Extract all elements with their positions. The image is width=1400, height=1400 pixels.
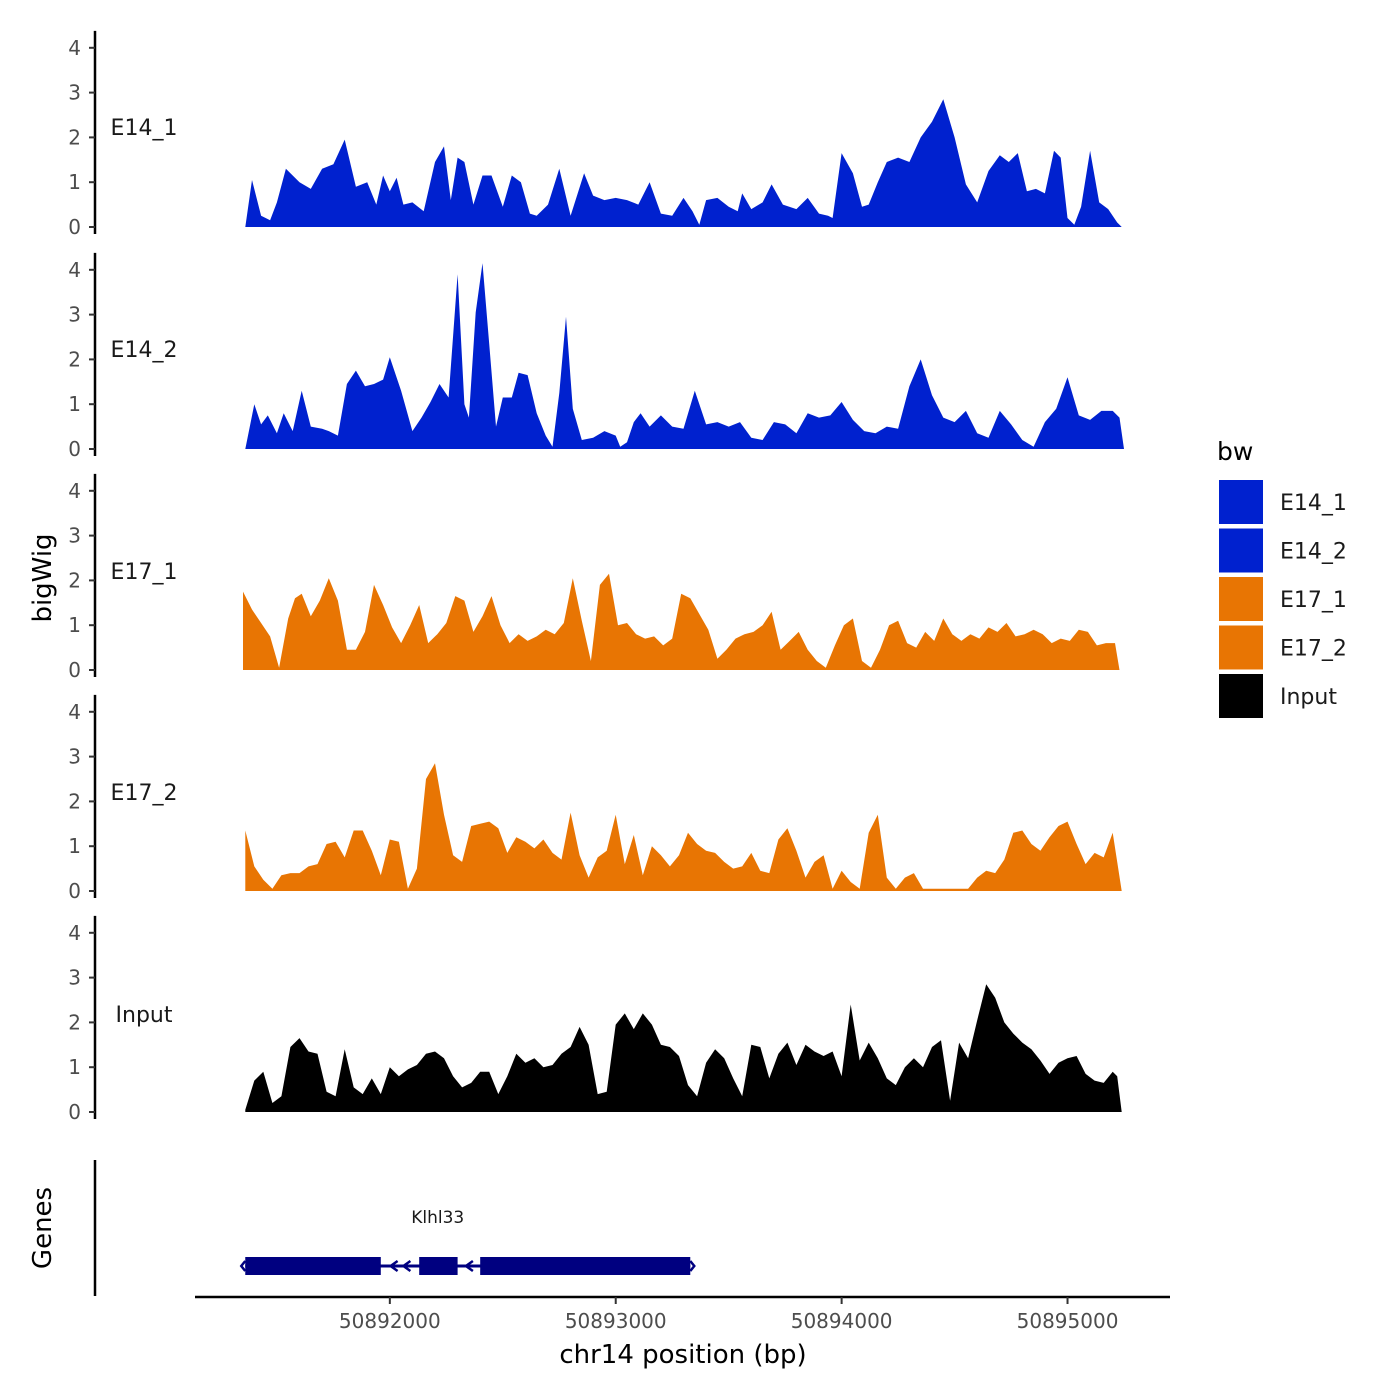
y-tick-label: 3 [68,81,81,105]
track-label: Input [116,1003,173,1028]
y-tick-label: 4 [68,258,81,282]
legend-swatch [1219,625,1263,670]
y-tick-label: 2 [68,789,81,813]
y-tick-label: 0 [68,879,81,903]
y-tick-label: 1 [68,834,81,858]
legend-swatch [1219,674,1263,718]
legend-swatch [1219,480,1263,524]
track-e14_1: 0 1 2 3 4 E14_1 [68,30,1122,239]
legend-label: Input [1280,685,1337,710]
gene-strand-arrow [401,1259,412,1273]
y-tick-label: 3 [68,303,81,327]
y-tick-label: 2 [68,1010,81,1034]
gene-end-cap [239,1260,247,1272]
gene-exon [245,1257,381,1275]
track-label: E17_1 [111,560,178,585]
y-tick-label: 0 [68,215,81,239]
area-e14_2 [245,263,1125,449]
y-tick-label: 2 [68,347,81,371]
gene-strand-arrow [388,1259,399,1273]
y-tick-label: 1 [68,392,81,416]
y-tick-label: 3 [68,524,81,548]
legend-title: bw [1217,437,1253,466]
x-tick-label: 50892000 [339,1309,441,1333]
y-axis-title: bigWig [28,533,58,622]
y-tick-label: 4 [68,36,81,60]
legend-swatch [1219,528,1263,573]
gene-exon [419,1257,458,1275]
y-tick-label: 1 [68,1055,81,1079]
x-tick-label: 50895000 [1017,1309,1119,1333]
y-tick-label: 3 [68,966,81,990]
area-e17_1 [243,573,1120,670]
y-tick-label: 4 [68,479,81,503]
x-tick-label: 50894000 [791,1309,893,1333]
gene-strand-arrow [463,1259,474,1273]
y-tick-label: 1 [68,613,81,637]
x-axis-title: chr14 position (bp) [559,1340,806,1370]
tracks-layer: 0 1 2 3 4 E14_1 0 1 2 3 4 E14_2 0 1 2 3 4 E17_1 0 1 2 3 4 E17_2… [68,30,1125,1124]
area-input [245,984,1122,1112]
gene-name-label: Klhl33 [411,1208,464,1228]
y-tick-label: 0 [68,1100,81,1124]
track-input: 0 1 2 3 4 Input [68,915,1122,1124]
gene-exon [480,1257,691,1275]
legend: bw E14_1 E14_2 E17_1 E17_2 Input [1217,437,1347,718]
track-e17_2: 0 1 2 3 4 E17_2 [68,694,1122,903]
legend-label: E14_1 [1280,491,1347,516]
track-label: E14_2 [111,338,178,363]
legend-label: E14_2 [1280,540,1347,565]
track-e17_1: 0 1 2 3 4 E17_1 [68,473,1120,682]
legend-label: E17_2 [1280,637,1347,662]
legend-label: E17_1 [1280,588,1347,613]
gene-end-cap [689,1260,696,1272]
genes-track-title: Genes [28,1187,58,1269]
area-e17_2 [245,763,1122,891]
y-tick-label: 0 [68,437,81,461]
y-tick-label: 3 [68,745,81,769]
y-tick-label: 4 [68,921,81,945]
y-tick-label: 2 [68,125,81,149]
track-label: E14_1 [111,116,178,141]
area-e14_1 [245,99,1122,227]
legend-swatch [1219,577,1263,621]
y-tick-label: 2 [68,568,81,592]
y-tick-label: 4 [68,700,81,724]
y-tick-label: 0 [68,658,81,682]
track-label: E17_2 [111,781,178,806]
track-e14_2: 0 1 2 3 4 E14_2 [68,252,1125,461]
genes-track: Klhl33 [93,1160,696,1296]
y-tick-label: 1 [68,170,81,194]
x-tick-label: 50893000 [565,1309,667,1333]
x-axis: 50892000 50893000 50894000 50895000 [195,1295,1170,1333]
